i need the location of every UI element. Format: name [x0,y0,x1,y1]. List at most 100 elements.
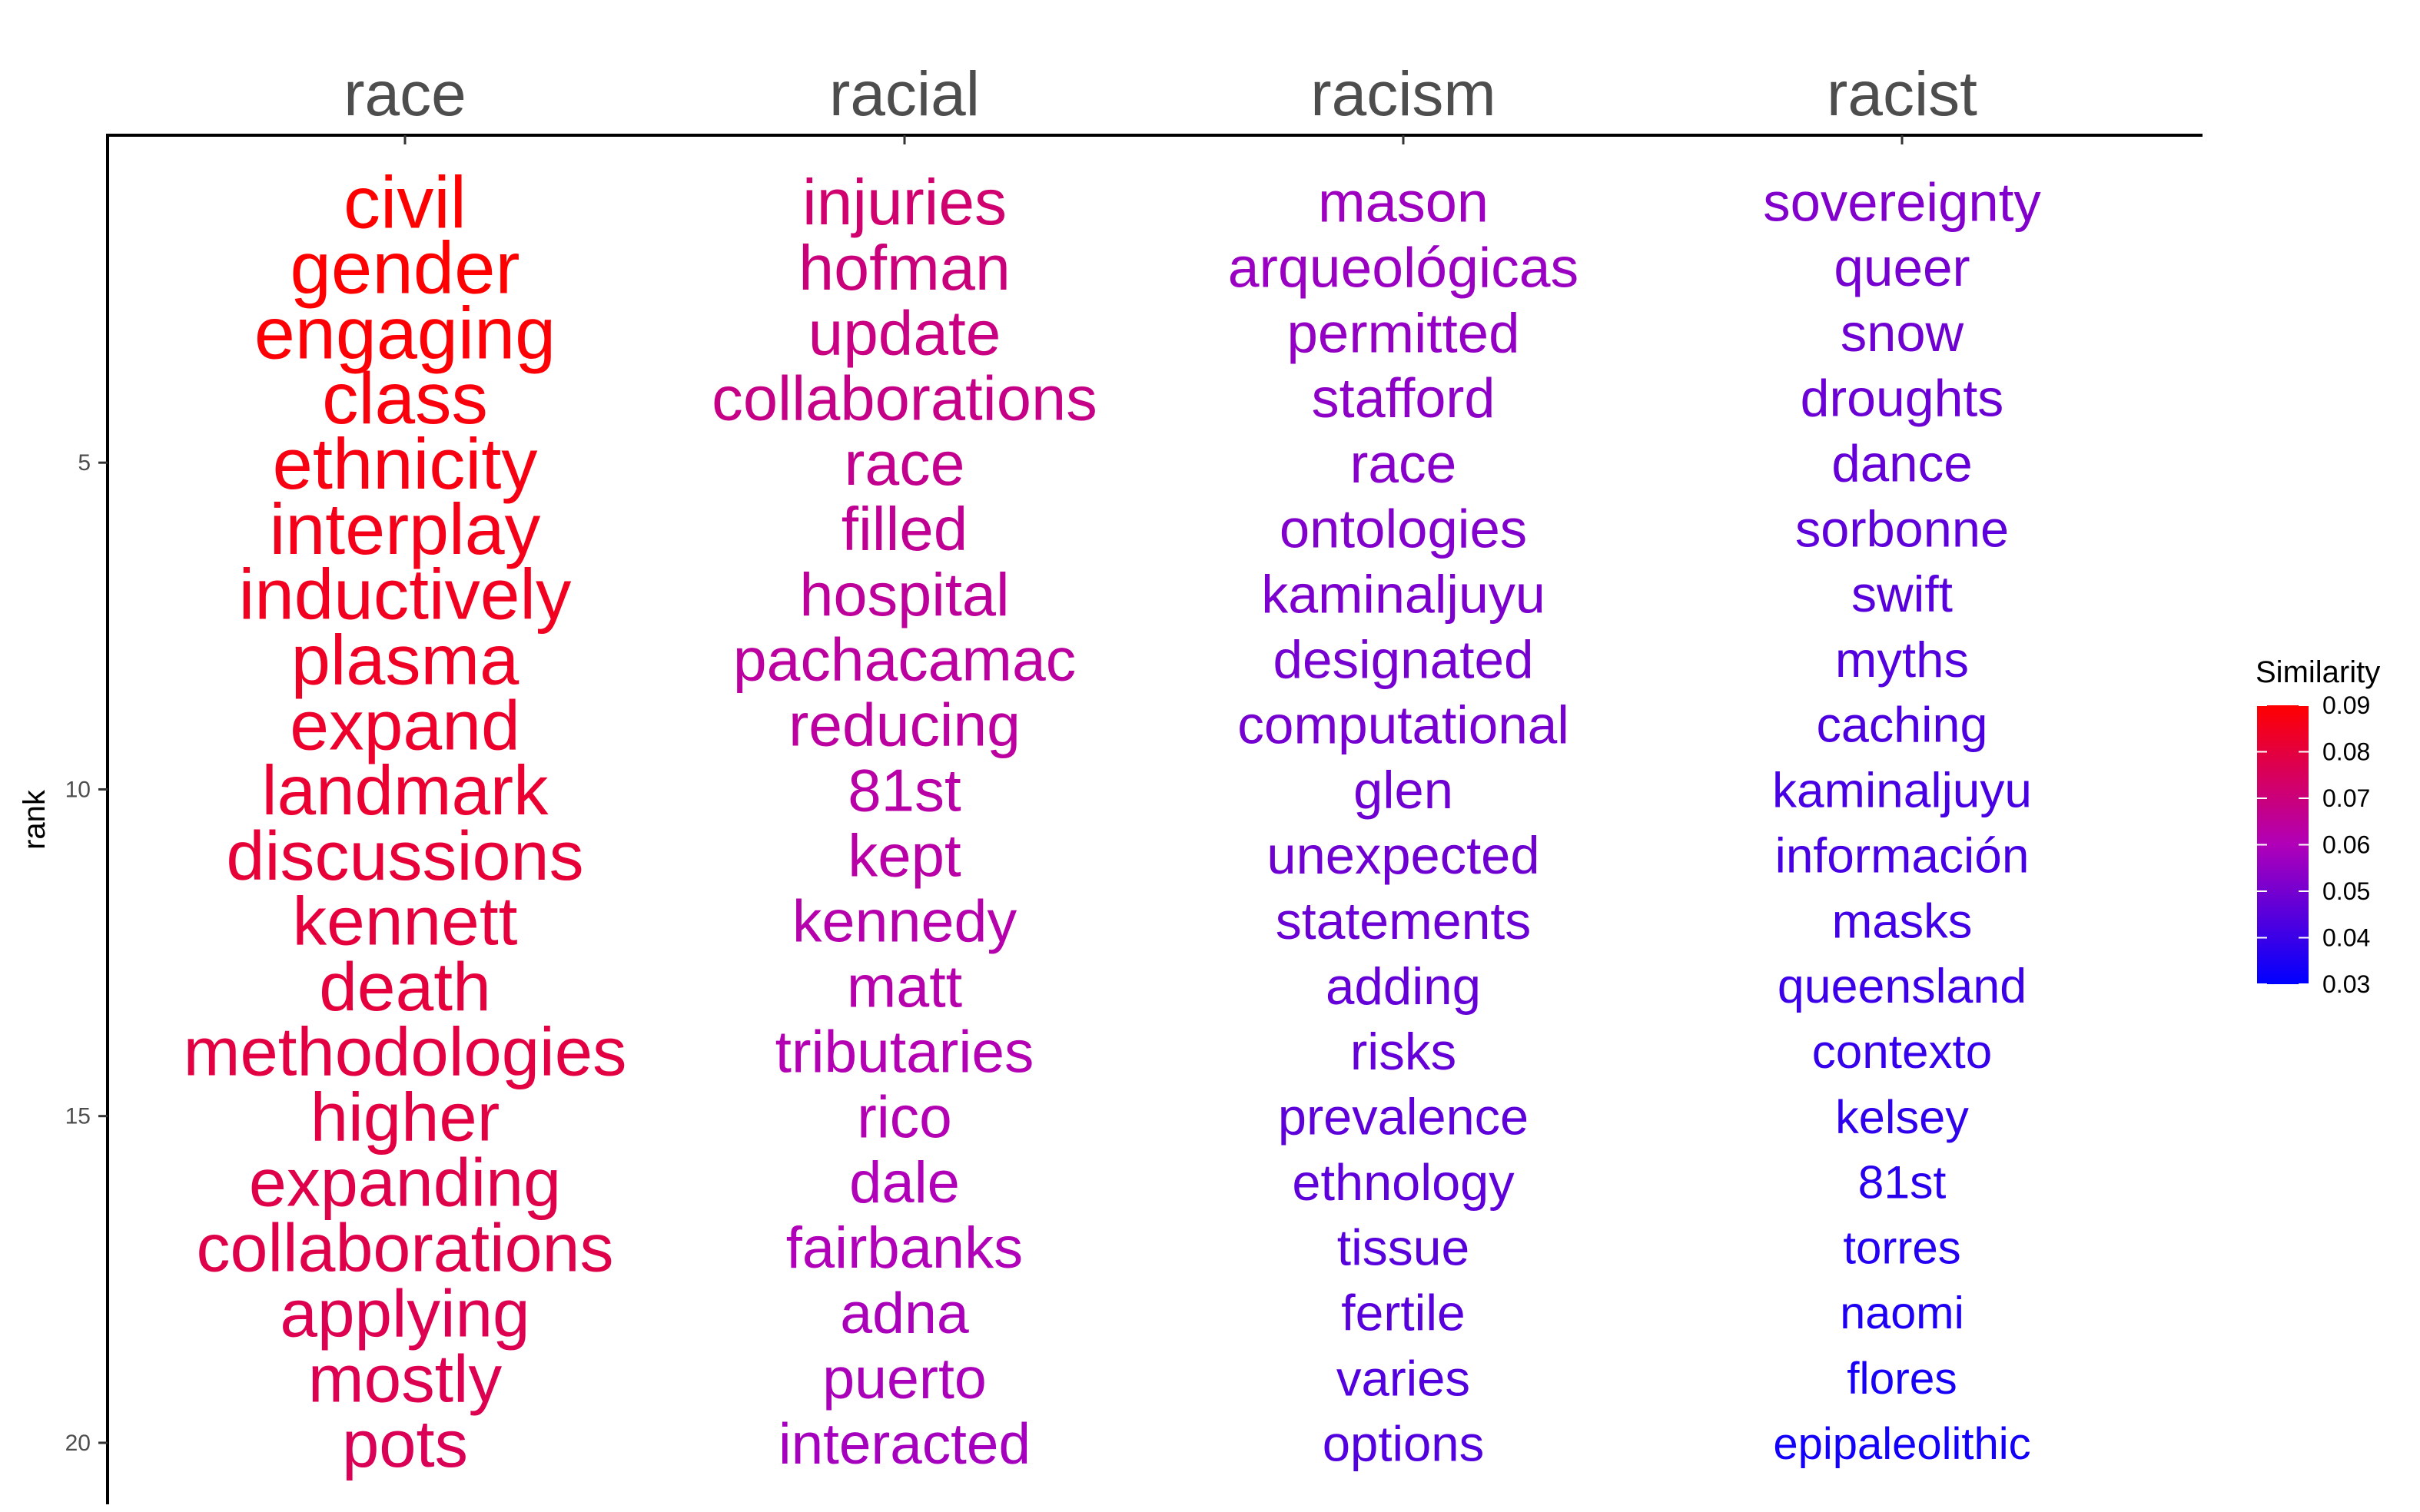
word-racial-rank-1: injuries [802,166,1007,238]
word-racist-rank-1: sovereignty [1763,171,2041,232]
word-racism-rank-20: options [1323,1415,1485,1471]
y-axis-title: rank [18,789,51,850]
word-racial-rank-10: 81st [848,757,961,824]
word-racial-rank-9: reducing [788,691,1021,759]
word-racist-rank-9: caching [1817,697,1988,753]
legend-title: Similarity [2256,655,2380,689]
legend-tick-label: 0.04 [2322,924,2370,952]
word-racism-rank-8: designated [1273,629,1533,689]
word-race-rank-8: plasma [291,621,520,699]
word-racism-rank-17: tissue [1337,1219,1469,1276]
word-racial-rank-5: race [845,429,965,499]
word-racist-rank-17: torres [1843,1222,1960,1273]
word-racism-rank-4: stafford [1312,368,1495,429]
word-racist-rank-10: kaminaljuyu [1772,762,2032,817]
word-racism-rank-10: glen [1353,761,1453,820]
word-racial-rank-17: fairbanks [786,1215,1023,1281]
word-racist-rank-13: queensland [1778,960,2027,1013]
word-racial-rank-16: dale [849,1150,960,1215]
word-race-rank-13: death [319,948,490,1025]
word-racism-rank-19: varies [1336,1350,1470,1406]
word-racist-rank-2: queer [1834,237,1970,297]
word-racial-rank-19: puerto [822,1346,987,1411]
word-race-rank-7: inductively [239,555,572,635]
y-tick-label: 5 [78,450,91,476]
word-race-rank-20: pots [342,1408,468,1481]
word-racist-rank-11: información [1775,828,2030,884]
word-race-rank-2: gender [290,227,520,310]
word-race-rank-5: ethnicity [273,423,538,504]
word-race-rank-15: higher [310,1079,500,1156]
word-racist-rank-7: swift [1851,565,1953,622]
word-racism-rank-2: arqueológicas [1228,236,1578,299]
word-racist-rank-5: dance [1831,435,1972,492]
legend-tick-label: 0.06 [2322,831,2370,859]
word-racist-rank-19: flores [1847,1354,1957,1404]
column-title-racial: racial [829,59,980,129]
word-racial-rank-12: kennedy [792,888,1017,954]
word-race-rank-10: landmark [262,752,549,830]
word-racial-rank-11: kept [848,822,961,890]
word-racism-rank-6: ontologies [1280,499,1527,559]
plot-area: race racial racism racist 5 10 15 20 civilgend… [65,59,2203,1504]
word-race-rank-1: civil [344,162,466,244]
word-racial-rank-3: update [808,299,1001,369]
word-race-rank-4: class [322,358,488,439]
word-racism-rank-3: permitted [1287,302,1520,364]
y-tick-label: 15 [65,1104,91,1129]
word-columns: civilgenderengagingclassethnicityinterpl… [184,162,2042,1482]
word-racism-rank-18: fertile [1341,1285,1465,1341]
word-race-rank-17: collaborations [197,1209,614,1285]
word-race-rank-18: applying [280,1275,529,1351]
word-race-rank-6: interplay [270,489,541,569]
word-race-rank-14: methodologies [184,1014,627,1090]
word-racial-rank-14: tributaries [775,1020,1034,1085]
word-racial-rank-6: filled [842,495,968,563]
word-racist-rank-20: epipaleolithic [1773,1419,2030,1469]
column-titles: race racial racism racist [344,59,1977,144]
legend-tick-label: 0.03 [2322,970,2370,998]
word-racist-rank-4: droughts [1801,370,2004,428]
word-racist-rank-18: naomi [1840,1287,1964,1338]
word-racism-rank-12: statements [1276,892,1532,950]
word-race-rank-9: expand [290,686,520,764]
legend-tick-label: 0.05 [2322,877,2370,905]
word-racial-rank-20: interacted [778,1411,1031,1476]
legend-tick-label: 0.07 [2322,784,2370,812]
word-race-rank-12: kennett [293,883,518,960]
word-racism-rank-5: race [1350,433,1457,495]
legend-tick-label: 0.08 [2322,738,2370,766]
legend-ticks: 0.09 0.08 0.07 0.06 0.05 0.04 0.03 [2257,691,2370,998]
word-racist-rank-12: masks [1832,894,1973,948]
word-racism-rank-9: computational [1237,695,1569,754]
column-title-racism: racism [1310,59,1495,129]
word-racial-rank-18: adna [840,1281,969,1345]
word-racist-rank-8: myths [1835,632,1969,688]
similarity-legend: Similarity 0.09 0.08 0.07 0.06 0.05 0.04 0.03 [2256,655,2380,998]
word-racist-rank-16: 81st [1858,1156,1947,1209]
word-racial-rank-7: hospital [799,560,1009,628]
word-race-rank-3: engaging [254,293,556,374]
word-racial-rank-15: rico [857,1085,952,1150]
column-title-race: race [344,59,466,129]
y-tick-label: 10 [65,777,91,802]
word-racist-rank-15: kelsey [1835,1091,1969,1143]
word-racial-rank-8: pachacamac [733,626,1076,694]
word-racist-rank-3: snow [1841,303,1964,363]
word-racism-rank-1: mason [1318,171,1489,234]
word-racism-rank-15: prevalence [1278,1089,1529,1146]
word-racist-rank-6: sorbonne [1795,501,2009,558]
legend-tick-label: 0.09 [2322,691,2370,719]
word-racism-rank-13: adding [1326,958,1481,1016]
word-racial-rank-4: collaborations [712,363,1097,433]
word-racism-rank-14: risks [1350,1023,1456,1081]
word-racism-rank-7: kaminaljuyu [1261,565,1545,625]
word-race-rank-16: expanding [249,1144,561,1220]
word-racial-rank-2: hofman [798,232,1011,303]
column-title-racist: racist [1827,59,1977,129]
word-racism-rank-16: ethnology [1292,1155,1515,1212]
y-axis: 5 10 15 20 [65,450,108,1456]
word-racist-rank-14: contexto [1812,1026,1992,1079]
word-race-rank-19: mostly [308,1341,503,1416]
